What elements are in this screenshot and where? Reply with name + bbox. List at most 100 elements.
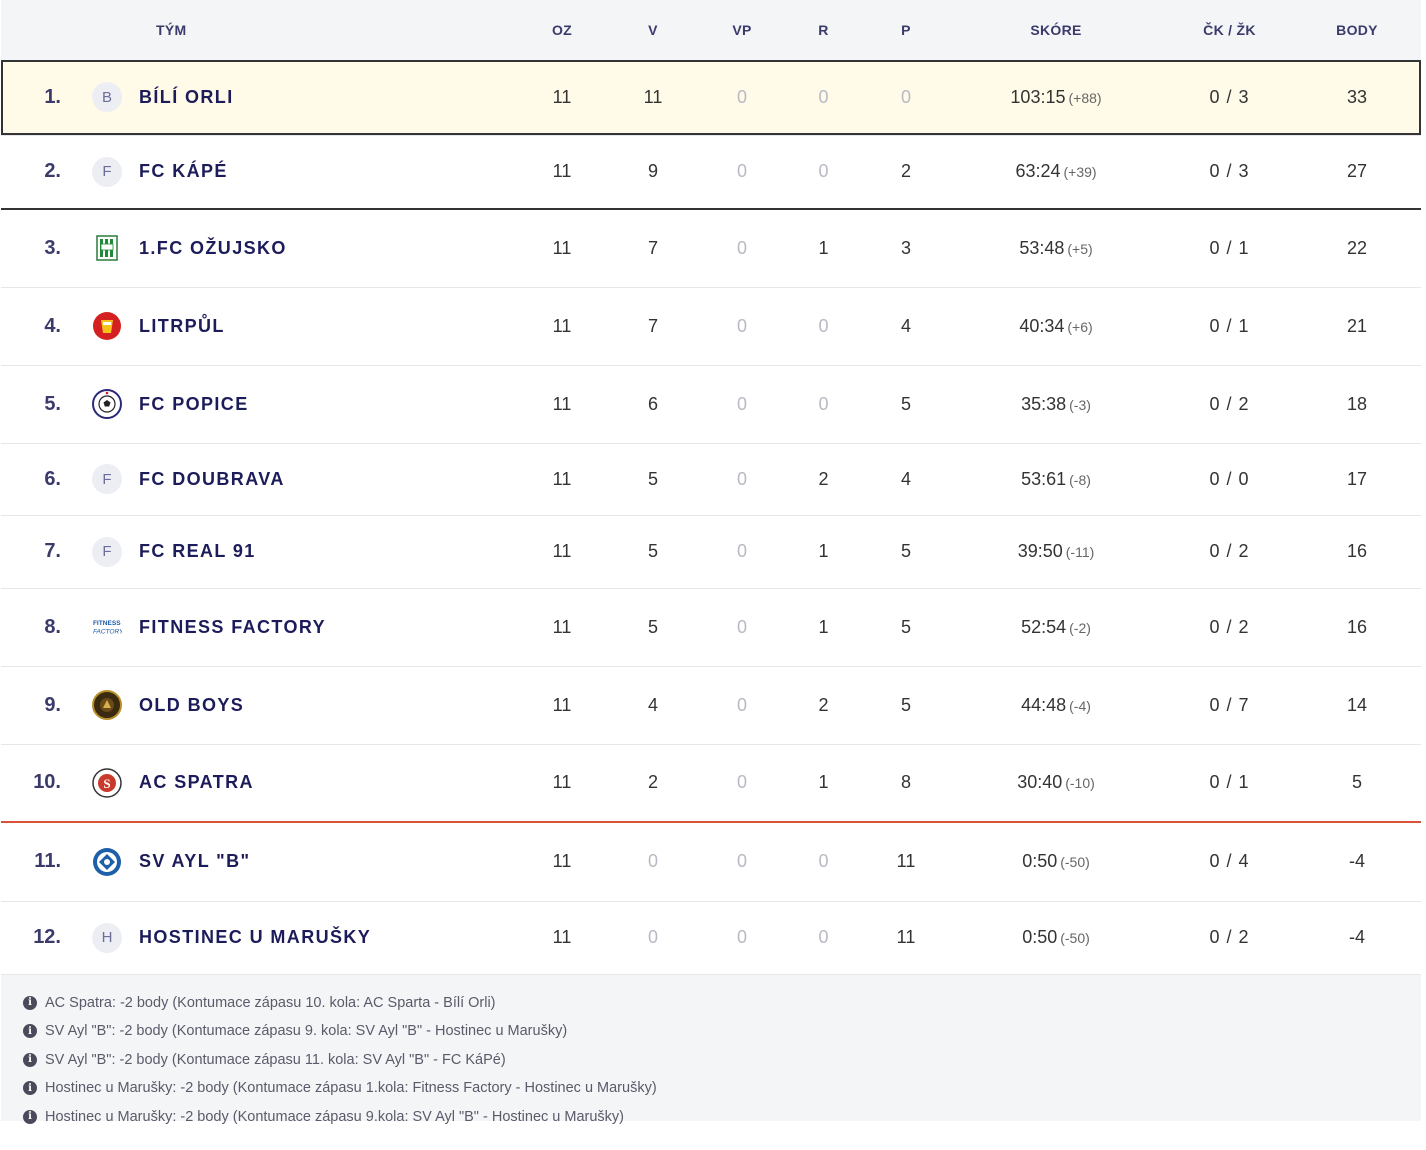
table-row[interactable]: 9. Old Boys 11 4 0 2 5 44:48 (-4) 0 / 7 1… (1, 666, 1421, 744)
goal-difference: (+6) (1067, 318, 1093, 335)
score-cell: 63:24 (+39) (946, 135, 1166, 210)
table-row[interactable]: 6. F FC Doubrava 11 5 0 2 4 53:61 (-8) 0 … (1, 443, 1421, 515)
team-name-link[interactable]: FC Doubrava (139, 468, 285, 489)
draws-cell: 0 (818, 851, 829, 872)
losses-cell: 5 (900, 393, 911, 414)
played-cell: 11 (521, 135, 603, 210)
litrpul-logo-icon (92, 311, 122, 341)
note-text: AC Spatra: -2 body (Kontumace zápasu 10.… (45, 994, 496, 1011)
header-score[interactable]: SKÓRE (1030, 22, 1082, 38)
wins-cell: 5 (647, 616, 658, 637)
table-row[interactable]: 3. 1.FC Ožujsko 11 7 0 1 3 53:48 (+5) 0 /… (1, 209, 1421, 287)
wins-cell: 5 (647, 541, 658, 561)
team-name-link[interactable]: Fitness Factory (139, 616, 327, 637)
note-item: i Hostinec u Marušky: -2 body (Kontumace … (23, 1103, 1421, 1132)
score-cell: 44:48 (-4) (946, 666, 1166, 744)
team-name-link[interactable]: 1.FC Ožujsko (139, 237, 287, 258)
table-row[interactable]: 11. SV Ayl "B" 11 0 0 0 11 0:50 (-50) 0 /… (1, 822, 1421, 901)
header-played[interactable]: OZ (551, 22, 573, 38)
team-name-link[interactable]: Litrpůl (139, 315, 225, 336)
score-cell: 39:50 (-11) (946, 515, 1166, 588)
team-rank: 11. (34, 850, 61, 873)
wins-cell: 7 (647, 237, 658, 258)
draws-cell: 0 (818, 393, 829, 414)
points-cell: 33 (1346, 86, 1368, 107)
sv-ayl-logo-icon (92, 847, 122, 877)
points-cell: 5 (1293, 744, 1421, 823)
cards-cell: 0 / 2 (1209, 541, 1250, 561)
table-row[interactable]: 4. Litrpůl 11 7 0 0 4 40:34 (+6) 0 / 1 21 (1, 287, 1421, 365)
wins-cell: 7 (647, 315, 658, 336)
ot-wins-cell: 0 (703, 744, 781, 823)
played-cell: 11 (552, 694, 572, 715)
goal-difference: (-10) (1065, 775, 1095, 792)
header-cards[interactable]: ČK / ŽK (1203, 22, 1256, 38)
note-text: SV Ayl "B": -2 body (Kontumace zápasu 9.… (45, 1023, 568, 1040)
losses-cell: 5 (900, 616, 911, 637)
points-cell: 14 (1346, 694, 1368, 715)
cards-cell: 0 / 3 (1166, 135, 1293, 210)
team-name-link[interactable]: Bílí Orli (139, 86, 234, 107)
header-rank (1, 0, 61, 60)
table-row[interactable]: 2. F FC KáPé 11 9 0 0 2 63:24 (+39) 0 / 3… (1, 135, 1421, 210)
team-name-link[interactable]: AC Spatra (139, 772, 254, 793)
played-cell: 11 (552, 393, 572, 414)
score-value: 44:48 (1021, 694, 1067, 715)
team-name-link[interactable]: SV Ayl "B" (139, 851, 251, 872)
goal-difference: (+39) (1063, 164, 1097, 181)
header-points[interactable]: BODY (1336, 22, 1378, 38)
info-icon: i (23, 1024, 37, 1039)
draws-cell: 1 (818, 541, 829, 561)
cards-cell: 0 / 2 (1209, 616, 1250, 637)
table-row[interactable]: 1. B Bílí Orli 11 11 0 0 0 103:15 (+88) 0… (1, 60, 1421, 135)
svg-text:FACTORY: FACTORY (93, 629, 122, 636)
table-row[interactable]: 10. S AC Spatra 11 2 0 1 8 30:40 (-10) 0 … (1, 744, 1421, 823)
table-row[interactable]: 7. F FC Real 91 11 5 0 1 5 39:50 (-11) 0 … (1, 515, 1421, 588)
table-row[interactable]: 5. FC Popice 11 6 0 0 5 35:38 (-3) 0 / 2 … (1, 365, 1421, 443)
cards-cell: 0 / 0 (1209, 468, 1250, 489)
played-cell: 11 (521, 744, 603, 823)
team-rank: 7. (44, 540, 61, 562)
team-logo-icon: F (92, 156, 122, 187)
header-draws[interactable]: R (818, 22, 829, 38)
team-name-link[interactable]: FC Popice (139, 393, 249, 414)
team-name-link[interactable]: Old Boys (139, 694, 245, 715)
points-cell: 16 (1346, 541, 1368, 561)
notes-panel: i AC Spatra: -2 body (Kontumace zápasu 10… (1, 974, 1421, 1125)
losses-cell: 2 (866, 135, 946, 210)
played-cell: 11 (552, 237, 572, 258)
header-wins[interactable]: V (648, 22, 658, 38)
score-value: 35:38 (1021, 393, 1067, 414)
draws-cell: 1 (818, 616, 829, 637)
wins-cell: 2 (603, 744, 703, 823)
draws-cell: 0 (818, 927, 829, 947)
ot-wins-cell: 0 (703, 135, 781, 210)
score-value: 53:61 (1021, 468, 1067, 489)
header-losses[interactable]: P (901, 22, 911, 38)
table-row[interactable]: 12. H Hostinec u Marušky 11 0 0 0 11 0:5… (1, 901, 1421, 974)
score-cell: 53:61 (-8) (946, 443, 1166, 515)
table-row[interactable]: 8. FITNESS FACTORY Fitness Factory 11 5 0… (1, 588, 1421, 666)
points-cell: -4 (1348, 851, 1365, 872)
ot-wins-cell: 0 (736, 927, 747, 947)
header-ot-wins[interactable]: VP (732, 22, 752, 38)
team-rank: 8. (44, 615, 61, 638)
cards-cell: 0 / 4 (1209, 851, 1250, 872)
note-text: Hostinec u Marušky: -2 body (Kontumace z… (45, 1080, 657, 1097)
team-rank: 2. (44, 160, 61, 183)
team-name-link[interactable]: Hostinec u Marušky (139, 927, 372, 947)
ac-spatra-logo-icon: S (92, 768, 122, 798)
wins-cell: 5 (647, 468, 658, 489)
team-name-link[interactable]: FC Real 91 (139, 541, 256, 561)
score-value: 52:54 (1021, 616, 1067, 637)
score-cell: 30:40 (-10) (946, 744, 1166, 823)
header-team[interactable]: TÝM (156, 22, 187, 38)
played-cell: 11 (552, 541, 572, 561)
team-rank: 6. (44, 467, 61, 490)
team-rank: 9. (44, 693, 61, 716)
played-cell: 11 (552, 468, 572, 489)
team-name-link[interactable]: FC KáPé (139, 161, 228, 182)
svg-text:S: S (103, 776, 110, 791)
goal-difference: (-50) (1060, 930, 1090, 946)
played-cell: 11 (552, 315, 572, 336)
